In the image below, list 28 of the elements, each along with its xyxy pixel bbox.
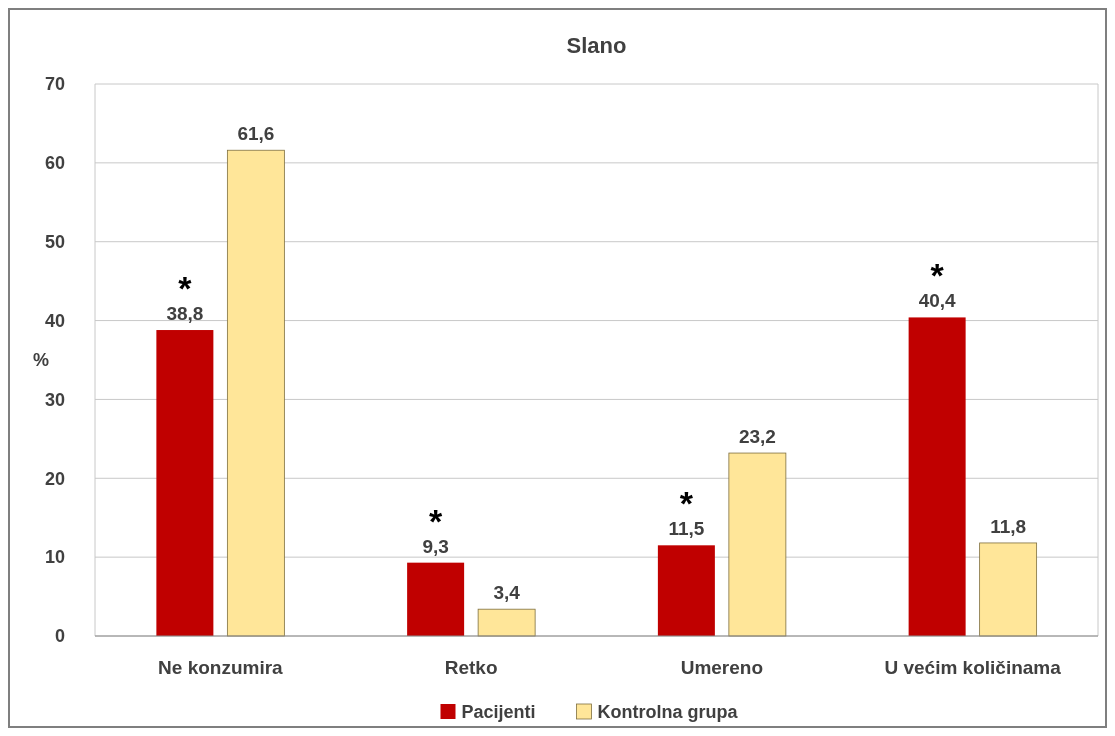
bar [728,452,787,637]
bar [407,562,465,636]
y-tick-label: 20 [44,468,65,489]
bar [156,330,214,636]
bar [657,545,715,636]
x-tick-label: Retko [444,657,498,678]
chart-title: Slano [566,33,627,58]
y-tick-label: 60 [44,153,65,174]
data-label: 3,4 [493,582,521,604]
y-tick-label: 70 [44,74,65,95]
bar [226,149,285,637]
legend-label: Pacijenti [461,702,536,723]
x-tick-label: Umereno [680,657,764,678]
x-tick-label: U većim količinama [884,657,1062,678]
y-tick-label: 30 [44,389,65,410]
data-label: 11,8 [990,515,1027,537]
x-tick-label: Ne konzumira [158,657,284,678]
y-axis-title: % [32,350,50,371]
bar [979,542,1038,637]
bar [477,608,536,637]
y-tick-label: 40 [44,310,65,331]
data-label: 23,2 [738,426,776,448]
legend-label: Kontrolna grupa [597,702,739,723]
data-label: 61,6 [237,123,275,145]
bar [908,317,966,636]
y-tick-label: 50 [44,232,65,253]
y-tick-label: 10 [44,547,65,568]
y-tick-label: 0 [54,626,65,647]
